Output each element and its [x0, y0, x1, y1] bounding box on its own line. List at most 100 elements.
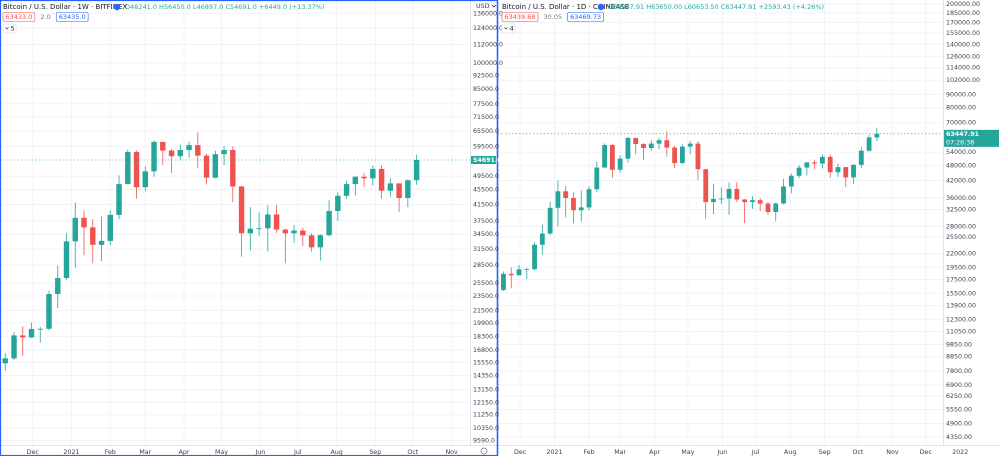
- y-tick-label: 36000.00: [946, 195, 976, 202]
- candle-body: [195, 145, 201, 156]
- candle-body: [664, 140, 670, 148]
- candle-body: [827, 156, 833, 173]
- quote-value[interactable]: 63433.0: [6, 13, 33, 21]
- indicator-count[interactable]: 5: [11, 25, 15, 33]
- candle-body: [788, 175, 794, 187]
- y-tick-label: 70000.00: [946, 120, 976, 127]
- candle-body: [555, 191, 561, 208]
- candle-body: [757, 200, 763, 204]
- countdown: 07:26:38: [946, 139, 974, 146]
- y-tick-label: 124000.0: [473, 25, 503, 32]
- quote-box[interactable]: [567, 12, 604, 22]
- settings-icon[interactable]: [480, 447, 488, 455]
- candle-body: [835, 167, 841, 173]
- quote-box[interactable]: [37, 12, 54, 22]
- indicator-chevron[interactable]: [5, 27, 9, 30]
- quote-box[interactable]: [501, 12, 539, 22]
- y-tick-label: 65500.0: [473, 128, 499, 135]
- x-tick-label: Feb: [105, 449, 116, 456]
- candle-body: [282, 229, 289, 234]
- candle-body: [273, 214, 280, 230]
- currency-label[interactable]: USD: [476, 3, 490, 10]
- ohlc-values: O48241.0 H56450.0 L46897.0 C54691.0 +644…: [125, 3, 325, 11]
- quote-value[interactable]: 63469.73: [570, 13, 601, 21]
- quote-value[interactable]: 30.05: [544, 13, 563, 21]
- y-tick-label: 54000.00: [946, 149, 976, 156]
- y-tick-label: 31500.0: [473, 246, 499, 253]
- y-tick-label: 9590.0: [473, 437, 495, 444]
- candle-body: [641, 144, 646, 148]
- candle-body: [142, 171, 149, 188]
- y-tick-label: 21500.0: [473, 307, 499, 314]
- candle-body: [687, 143, 693, 147]
- quote-box[interactable]: [541, 12, 565, 22]
- y-tick-label: 6900.00: [946, 382, 972, 389]
- candle-body: [98, 240, 105, 245]
- candle-body: [125, 151, 131, 185]
- candle-body: [326, 210, 332, 236]
- y-tick-label: 28500.0: [473, 262, 499, 269]
- y-tick-label: 14350.0: [473, 372, 499, 379]
- x-tick-label: Oct: [853, 449, 864, 456]
- candle-body: [516, 269, 522, 276]
- indicator-toggle[interactable]: [501, 23, 516, 34]
- candle-body: [804, 162, 810, 168]
- candle-body: [851, 164, 856, 178]
- candle-body: [46, 294, 52, 329]
- x-tick-label: Jun: [254, 449, 265, 456]
- candle-body: [352, 176, 359, 185]
- grid-layer: [0, 0, 943, 445]
- candle-body: [55, 278, 61, 295]
- candle-body: [765, 203, 771, 212]
- candle-body: [617, 158, 623, 170]
- x-tick-label: Jul: [751, 449, 760, 456]
- candle-body: [370, 168, 376, 179]
- candle-body: [501, 273, 506, 290]
- quote-value[interactable]: 2.0: [40, 13, 50, 21]
- candle-body: [291, 230, 297, 234]
- x-tick-label: Apr: [649, 449, 660, 456]
- indicator-count[interactable]: 4: [510, 25, 514, 33]
- y-tick-label: 13900.00: [946, 303, 976, 310]
- candle-body: [718, 198, 724, 200]
- quote-value[interactable]: 63435.0: [59, 13, 86, 21]
- x-tick-label: Sep: [819, 449, 831, 456]
- x-tick-label: 2022: [952, 449, 968, 456]
- x-tick-label: Apr: [179, 449, 190, 456]
- y-tick-label: 19500.00: [946, 264, 976, 271]
- candle-body: [317, 235, 324, 248]
- x-tick-label: 2021: [547, 449, 563, 456]
- candle-body: [81, 217, 87, 228]
- candle-body: [221, 149, 227, 155]
- candle-body: [563, 191, 569, 198]
- y-tick-label: 59500.0: [473, 143, 499, 150]
- y-tick-label: 140000.00: [946, 41, 980, 48]
- x-tick-label: Dec: [27, 449, 40, 456]
- y-tick-label: 11250.0: [473, 412, 499, 419]
- candle-body: [633, 137, 639, 145]
- candle-body: [186, 145, 192, 150]
- indicator-chevron[interactable]: [504, 27, 508, 30]
- candle-body: [265, 214, 271, 229]
- candle-body: [20, 335, 26, 338]
- indicator-toggle[interactable]: [2, 23, 17, 34]
- y-tick-label: 112000.0: [473, 42, 503, 49]
- quote-value[interactable]: 63439.68: [505, 13, 536, 21]
- candle-body: [858, 150, 864, 165]
- candle-body: [72, 217, 78, 242]
- candle-body: [796, 167, 802, 176]
- symbol-title[interactable]: Bitcoin / U.S. Dollar · 1D · COINBASE: [502, 3, 629, 11]
- currency-chevron[interactable]: [491, 4, 497, 8]
- quote-box[interactable]: [2, 12, 36, 22]
- y-tick-label: 9850.00: [946, 342, 972, 349]
- quote-box[interactable]: [55, 12, 89, 22]
- candle-body: [247, 228, 254, 234]
- y-tick-label: 90000.00: [946, 91, 976, 98]
- y-tick-label: 170000.00: [946, 19, 980, 26]
- candle-body: [396, 183, 402, 198]
- candle-body: [602, 144, 607, 168]
- y-tick-label: 22000.00: [946, 251, 976, 258]
- symbol-title[interactable]: Bitcoin / U.S. Dollar · 1W · BITFINEX: [3, 3, 127, 11]
